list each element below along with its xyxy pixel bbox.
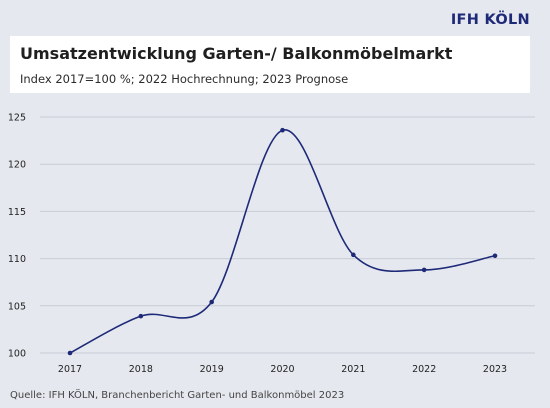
x-tick-label: 2021 — [341, 364, 365, 375]
y-tick-label: 115 — [8, 207, 26, 218]
data-point — [67, 350, 73, 356]
title-box: Umsatzentwicklung Garten-/ Balkonmöbelma… — [10, 36, 530, 93]
y-tick-label: 110 — [8, 254, 26, 265]
series-line — [69, 129, 496, 354]
data-point — [138, 313, 144, 319]
x-tick-label: 2017 — [58, 364, 82, 375]
y-tick-label: 120 — [8, 160, 26, 171]
y-tick-label: 125 — [8, 113, 26, 124]
data-point — [351, 252, 356, 258]
data-point — [421, 267, 427, 273]
data-points — [67, 127, 498, 356]
brand-logo: IFH KÖLN — [450, 12, 530, 28]
data-point — [280, 127, 285, 133]
x-axis-labels: 2017 2018 2019 2020 2021 2022 2023 — [58, 364, 507, 375]
x-tick-label: 2019 — [200, 364, 224, 375]
grid-layer — [40, 116, 535, 354]
y-tick-label: 105 — [8, 301, 26, 312]
x-tick-label: 2018 — [129, 364, 153, 375]
data-point — [209, 299, 214, 305]
chart-title: Umsatzentwicklung Garten-/ Balkonmöbelma… — [20, 44, 453, 63]
y-tick-label: 100 — [8, 349, 26, 360]
source-note: Quelle: IFH KÖLN, Branchenbericht Garten… — [10, 390, 345, 401]
y-axis-labels: 100 105 110 115 120 125 — [8, 113, 26, 360]
chart-subtitle: Index 2017=100 %; 2022 Hochrechnung; 202… — [20, 72, 349, 86]
data-point — [492, 253, 498, 259]
x-tick-label: 2023 — [483, 364, 507, 375]
x-tick-label: 2022 — [412, 364, 436, 375]
x-tick-label: 2020 — [270, 364, 294, 375]
